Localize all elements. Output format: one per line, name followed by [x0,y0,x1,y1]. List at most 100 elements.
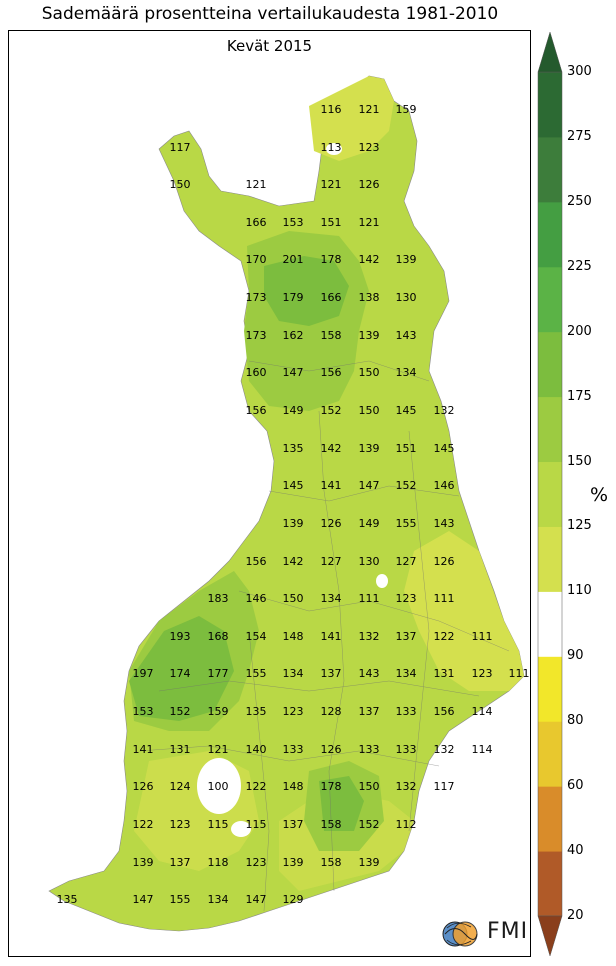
station-value: 197 [133,667,154,680]
station-value: 150 [359,404,380,417]
station-value: 150 [283,592,304,605]
colorbar-band [538,201,562,268]
station-value: 134 [396,366,417,379]
station-value: 100 [208,780,229,793]
station-value: 134 [321,592,342,605]
station-value: 193 [170,630,191,643]
station-value: 117 [434,780,455,793]
colorbar-band [538,786,562,852]
station-value: 122 [133,818,154,831]
station-value: 126 [434,555,455,568]
finland-land-area [48,75,525,932]
station-value: 152 [170,705,191,718]
station-value: 162 [283,329,304,342]
station-value: 168 [208,630,229,643]
station-value: 150 [170,178,191,191]
station-value: 159 [208,705,229,718]
station-value: 133 [283,743,304,756]
station-value: 123 [246,856,267,869]
station-value: 146 [434,479,455,492]
station-value: 111 [509,667,530,680]
fmi-logo-text: FMI [487,919,529,944]
map-subtitle: Kevät 2015 [226,37,313,55]
station-value: 121 [246,178,267,191]
station-value: 121 [359,103,380,116]
station-value: 150 [359,366,380,379]
region-borders [138,360,510,912]
station-value: 155 [170,893,191,906]
station-value: 156 [434,705,455,718]
zone-90-110-small [231,821,251,837]
station-value: 123 [396,592,417,605]
station-value: 137 [170,856,191,869]
station-value: 131 [434,667,455,680]
colorbar-band [538,266,562,333]
station-value: 173 [246,329,267,342]
station-value: 138 [359,291,380,304]
colorbar-under-triangle [537,915,563,957]
colorbar-band [538,72,562,138]
station-value: 130 [396,291,417,304]
station-value: 115 [208,818,229,831]
station-value: 141 [321,630,342,643]
station-value: 160 [246,366,267,379]
station-value: 135 [57,893,78,906]
station-value: 166 [246,216,267,229]
station-value: 127 [321,555,342,568]
colorbar-band [538,461,562,527]
station-value: 178 [321,253,342,266]
station-value: 135 [246,705,267,718]
station-value: 114 [472,705,493,718]
colorbar-band [538,851,562,917]
fmi-logo-mark-icon [442,921,478,947]
station-value: 179 [283,291,304,304]
station-value: 133 [396,705,417,718]
station-value: 115 [246,818,267,831]
station-value: 123 [170,818,191,831]
colorbar-unit: % [590,484,609,506]
station-value: 170 [246,253,267,266]
station-value: 152 [321,404,342,417]
station-value: 143 [396,329,417,342]
station-value: 133 [359,743,380,756]
colorbar-band [538,526,562,592]
colorbar-tick-label: 60 [567,778,584,794]
zone-90-110-lake [197,758,241,814]
station-value: 141 [321,479,342,492]
station-value: 122 [434,630,455,643]
colorbar-band [538,331,562,398]
station-value: 137 [396,630,417,643]
station-value: 166 [321,291,342,304]
station-value: 134 [283,667,304,680]
station-value: 121 [321,178,342,191]
station-value: 121 [359,216,380,229]
colorbar-band [538,396,562,463]
station-value: 156 [246,555,267,568]
station-value: 158 [321,818,342,831]
zone-90-110-east [376,574,388,588]
station-value: 127 [396,555,417,568]
fmi-logo: FMI [441,913,529,955]
station-value: 139 [396,253,417,266]
station-value: 174 [170,667,191,680]
station-value: 132 [434,404,455,417]
station-value: 131 [170,743,191,756]
colorbar [537,31,563,957]
station-value: 113 [321,141,342,154]
colorbar-band [538,591,562,657]
station-value: 126 [359,178,380,191]
colorbar-tick-label: 300 [567,64,592,79]
station-value: 139 [359,442,380,455]
station-value: 112 [396,818,417,831]
colorbar-tick-label: 110 [567,583,592,599]
station-value: 183 [208,592,229,605]
station-value: 147 [283,366,304,379]
station-value: 177 [208,667,229,680]
station-value: 126 [321,743,342,756]
colorbar-tick-label: 225 [567,258,592,274]
station-value: 139 [359,856,380,869]
station-value: 137 [283,818,304,831]
station-value: 155 [396,517,417,530]
station-value: 146 [246,592,267,605]
station-value: 154 [246,630,267,643]
